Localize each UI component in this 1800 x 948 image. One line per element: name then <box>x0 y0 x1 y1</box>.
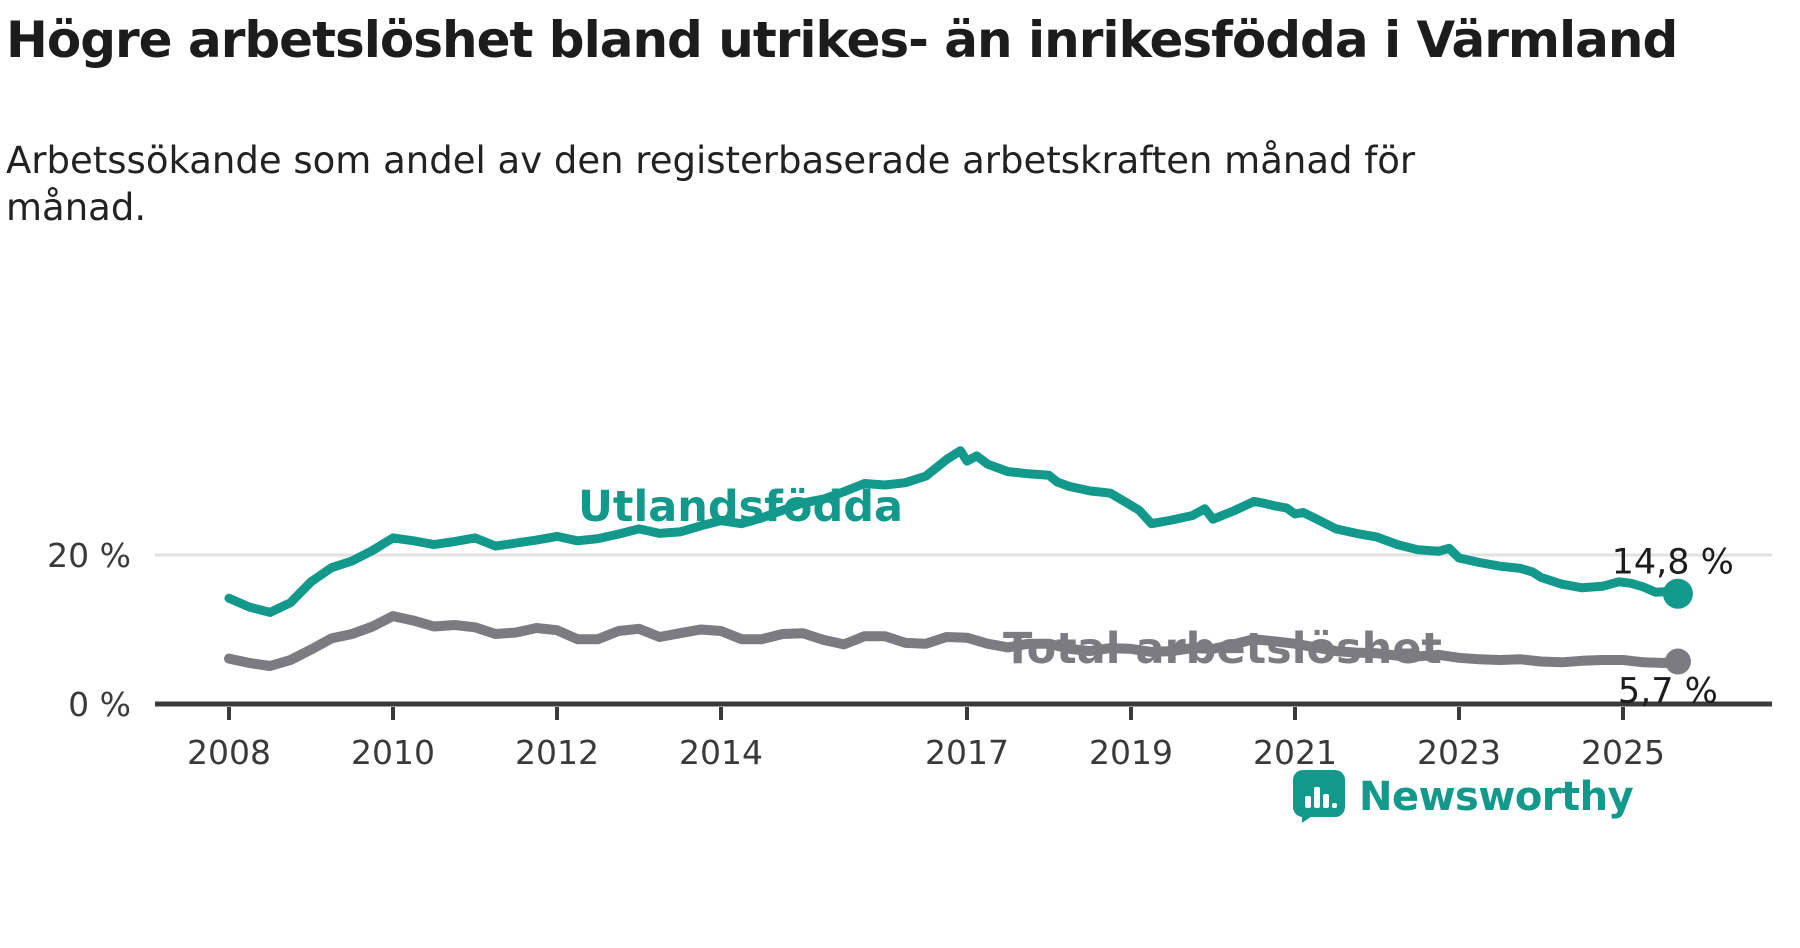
series-end-value: 5,7 % <box>1618 672 1718 712</box>
newsworthy-logo[interactable]: Newsworthy <box>1293 770 1634 823</box>
x-tick-label: 2021 <box>1253 733 1337 772</box>
series-label: Total arbetslöshet <box>1003 624 1442 674</box>
series-end-dot <box>1664 648 1691 675</box>
x-tick-label: 2010 <box>351 733 435 772</box>
y-tick-label: 0 % <box>68 685 131 724</box>
series-line-total <box>224 611 1683 671</box>
series-line-utlandsfodda <box>224 446 1683 617</box>
x-tick-label: 2012 <box>515 733 599 772</box>
series-end-dot <box>1662 578 1693 609</box>
page-title: Högre arbetslöshet bland utrikes- än inr… <box>6 11 1678 69</box>
x-tick-label: 2008 <box>187 733 271 772</box>
x-tick-label: 2023 <box>1417 733 1501 772</box>
page-subtitle: Arbetssökande som andel av den registerb… <box>6 139 1416 229</box>
chart-header: Högre arbetslöshet bland utrikes- än inr… <box>6 10 1756 231</box>
y-tick-label: 20 % <box>47 536 131 575</box>
x-tick-label: 2019 <box>1089 733 1173 772</box>
series-end-value: 14,8 % <box>1612 543 1734 583</box>
x-tick-label: 2014 <box>679 733 763 772</box>
newsworthy-wordmark: Newsworthy <box>1359 773 1634 820</box>
x-tick-label: 2017 <box>925 733 1009 772</box>
newsworthy-bar-chart-icon <box>1293 770 1345 823</box>
x-tick-label: 2025 <box>1581 733 1665 772</box>
series-label: Utlandsfödda <box>578 482 903 532</box>
